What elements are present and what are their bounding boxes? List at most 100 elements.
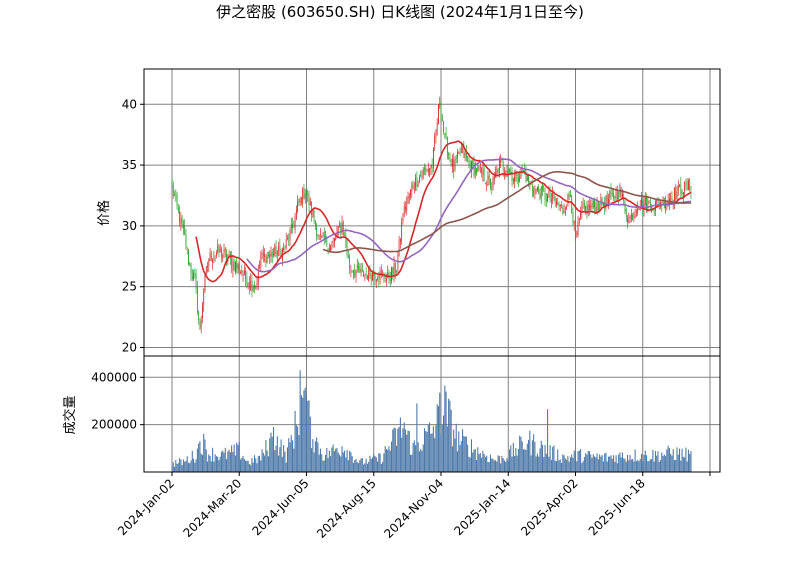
candle-body bbox=[473, 162, 475, 177]
volume-bar bbox=[435, 425, 437, 472]
candle-body bbox=[488, 175, 490, 180]
candle-body bbox=[273, 253, 274, 256]
volume-bar bbox=[429, 422, 431, 472]
volume-bar bbox=[526, 443, 528, 472]
volume-bar bbox=[318, 454, 320, 472]
volume-bar bbox=[215, 456, 217, 472]
chart-title: 伊之密股 (603650.SH) 日K线图 (2024年1月1日至今) bbox=[216, 3, 584, 21]
volume-bar bbox=[417, 442, 419, 472]
x-tick-label: 2024-Mar-20 bbox=[180, 476, 244, 540]
candle-body bbox=[387, 271, 389, 276]
candle-body bbox=[213, 257, 215, 261]
candle-body bbox=[563, 210, 565, 213]
volume-bar bbox=[275, 445, 277, 472]
volume-bar bbox=[193, 458, 195, 472]
volume-bar bbox=[406, 434, 408, 472]
volume-bar bbox=[481, 457, 483, 472]
candle-body bbox=[525, 171, 527, 183]
volume-bar bbox=[366, 463, 368, 472]
volume-bar bbox=[316, 437, 318, 472]
candle-body bbox=[471, 161, 472, 172]
candle-body bbox=[611, 193, 613, 194]
volume-bar bbox=[253, 455, 256, 472]
candle-body bbox=[332, 240, 334, 243]
candle-body bbox=[548, 191, 550, 193]
volume-bar bbox=[274, 450, 276, 472]
candle-body bbox=[179, 211, 180, 224]
volume-bar bbox=[233, 444, 235, 472]
volume-bar bbox=[529, 430, 531, 472]
candle-body bbox=[384, 279, 386, 282]
volume-bar bbox=[637, 460, 639, 472]
volume-bar bbox=[464, 436, 466, 472]
volume-bar bbox=[250, 465, 252, 472]
volume-bar bbox=[493, 460, 495, 472]
candle-body bbox=[454, 159, 456, 170]
candle-body bbox=[373, 273, 375, 276]
candle-body bbox=[628, 219, 630, 224]
volume-bar bbox=[517, 449, 519, 472]
volume-bar bbox=[172, 462, 174, 472]
candle-body bbox=[676, 191, 678, 200]
x-tick-label: 2024-Jan-02 bbox=[115, 476, 177, 538]
candle-body bbox=[674, 188, 675, 202]
volume-bar bbox=[602, 461, 604, 472]
volume-bar bbox=[307, 400, 309, 472]
volume-bar bbox=[239, 459, 242, 472]
volume-bar bbox=[501, 455, 503, 472]
candle-body bbox=[483, 167, 485, 181]
candle-body bbox=[502, 161, 504, 171]
candle-body bbox=[559, 204, 561, 207]
candle-body bbox=[364, 274, 366, 276]
candle-body bbox=[587, 203, 589, 214]
volume-bar bbox=[512, 442, 514, 472]
volume-bar bbox=[472, 452, 474, 472]
volume-bar bbox=[300, 395, 302, 472]
candle-body bbox=[318, 234, 320, 236]
candle-body bbox=[302, 188, 304, 205]
volume-bar bbox=[214, 454, 216, 472]
candle-body bbox=[644, 197, 646, 205]
volume-bar bbox=[430, 433, 432, 472]
volume-bar bbox=[218, 460, 220, 472]
volume-bar bbox=[195, 459, 197, 472]
volume-bar bbox=[252, 462, 254, 472]
candle-body bbox=[408, 195, 410, 198]
candle-body bbox=[597, 201, 599, 211]
volume-bar bbox=[257, 456, 259, 472]
candle-body bbox=[576, 233, 578, 235]
candle-body bbox=[342, 222, 344, 235]
candle-body bbox=[552, 193, 554, 199]
volume-bar bbox=[541, 444, 544, 472]
candlesticks bbox=[171, 96, 692, 334]
volume-bar bbox=[228, 449, 230, 472]
candle-body bbox=[320, 234, 321, 235]
candle-body bbox=[224, 247, 226, 252]
volume-bar bbox=[445, 391, 447, 472]
volume-bar bbox=[503, 460, 505, 472]
candle-body bbox=[528, 173, 529, 183]
candle-body bbox=[462, 146, 463, 148]
candle-body bbox=[426, 170, 428, 172]
moving-average-lines bbox=[195, 140, 692, 283]
candle-body bbox=[439, 102, 441, 106]
candle-body bbox=[347, 256, 349, 258]
candle-body bbox=[543, 190, 545, 192]
candle-body bbox=[231, 257, 233, 268]
volume-bar bbox=[422, 444, 424, 472]
candle-body bbox=[401, 222, 403, 241]
volume-bar bbox=[473, 449, 475, 472]
candle-body bbox=[233, 260, 235, 271]
candle-body bbox=[627, 217, 628, 223]
volume-bar bbox=[179, 458, 181, 472]
volume-bar bbox=[227, 451, 229, 472]
candle-body bbox=[287, 238, 288, 239]
candle-body bbox=[301, 196, 302, 204]
candle-body bbox=[523, 170, 524, 172]
candle-body bbox=[288, 240, 290, 242]
volume-bar bbox=[378, 453, 380, 472]
volume-bar bbox=[238, 441, 240, 472]
volume-bar bbox=[436, 404, 438, 472]
volume-bar bbox=[441, 424, 443, 472]
volume-bar bbox=[323, 460, 325, 472]
